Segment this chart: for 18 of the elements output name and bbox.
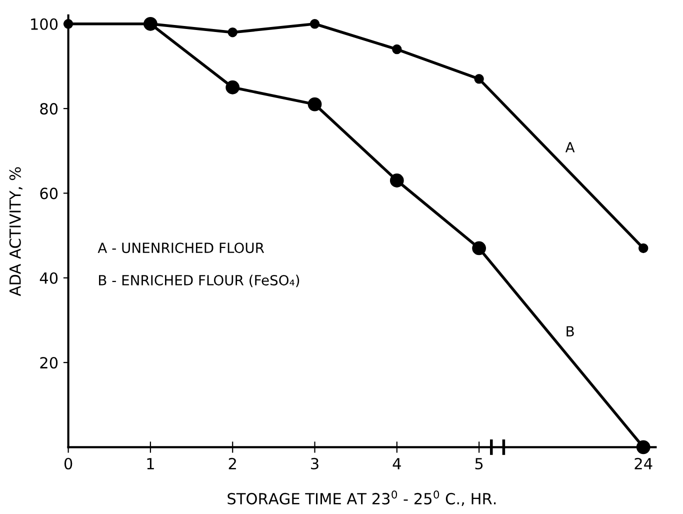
annotation: A - UNENRICHED FLOUR: [98, 242, 264, 254]
x-tick-label: 24: [634, 458, 652, 470]
y-tick-label: 80: [40, 103, 58, 115]
x-tick-label: 4: [392, 458, 401, 470]
y-tick-label: 100: [31, 18, 58, 30]
x-tick-label: 1: [147, 458, 154, 470]
y-axis-title: ADA ACTIVITY, %: [9, 167, 22, 296]
x-tick-label: 2: [228, 458, 236, 470]
y-tick-label: 20: [40, 356, 58, 369]
series-label: A: [565, 142, 575, 152]
y-tick-label: 60: [40, 188, 58, 200]
annotation: B - ENRICHED FLOUR (FeSO₄): [99, 274, 300, 288]
x-tick-label: 5: [475, 458, 483, 470]
x-tick-label: 3: [311, 458, 318, 470]
x-axis-title: STORAGE TIME AT 23$^{0}$ - 25$^{0}$ C., HR.: [228, 490, 496, 506]
y-tick-label: 40: [40, 272, 58, 284]
series-label: B: [566, 326, 574, 336]
x-tick-label: 0: [64, 458, 72, 470]
